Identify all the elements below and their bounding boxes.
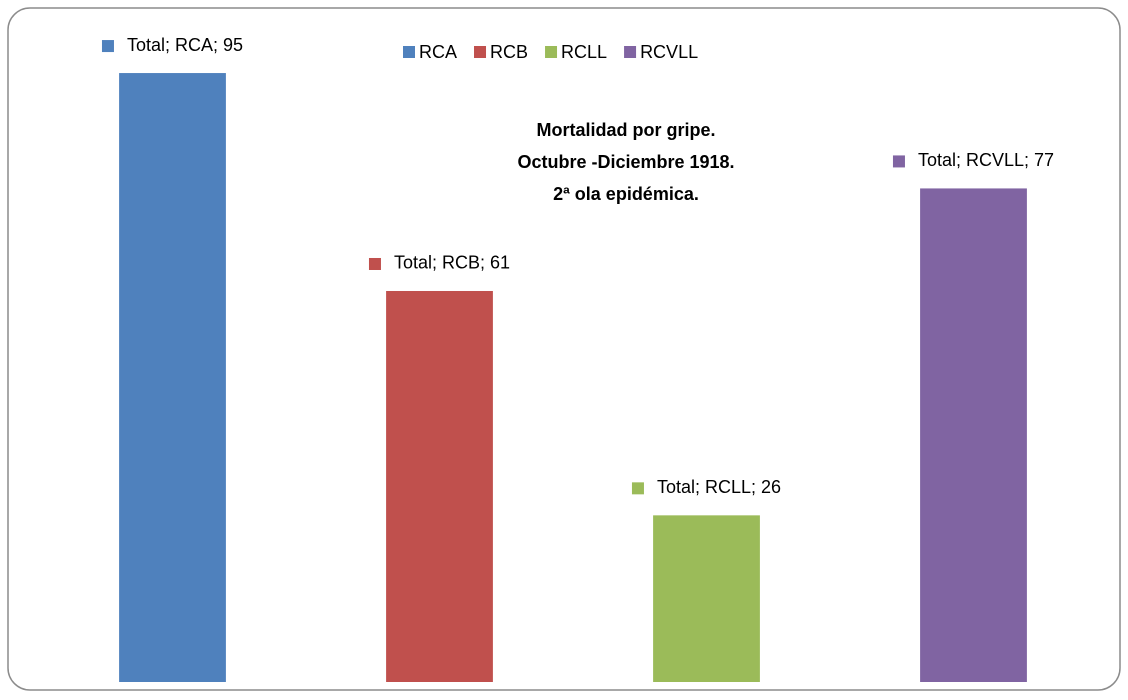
data-label: Total; RCB; 61	[394, 253, 510, 273]
data-label-key	[892, 155, 905, 168]
chart-title: Octubre -Diciembre 1918.	[517, 152, 734, 172]
bar	[653, 515, 760, 682]
legend-key	[474, 46, 487, 58]
bar	[386, 290, 493, 682]
legend-key	[624, 46, 637, 58]
chart-title: Mortalidad por gripe.	[536, 120, 715, 140]
chart-title: 2ª ola epidémica.	[553, 184, 699, 204]
legend-label: RCB	[490, 42, 528, 62]
data-label: Total; RCVLL; 77	[918, 150, 1054, 170]
legend-label: RCA	[419, 42, 457, 62]
chart-border	[7, 7, 1121, 691]
data-label-key	[368, 257, 381, 270]
data-label: Total; RCLL; 26	[657, 477, 781, 497]
legend-key	[403, 46, 415, 58]
data-label-key	[631, 482, 644, 495]
legend-label: RCVLL	[640, 42, 698, 62]
legend-key	[545, 46, 558, 58]
data-label: Total; RCA; 95	[127, 35, 243, 55]
bar	[920, 188, 1027, 682]
legend-label: RCLL	[561, 42, 607, 62]
bar	[119, 73, 226, 683]
data-label-key	[101, 40, 114, 53]
